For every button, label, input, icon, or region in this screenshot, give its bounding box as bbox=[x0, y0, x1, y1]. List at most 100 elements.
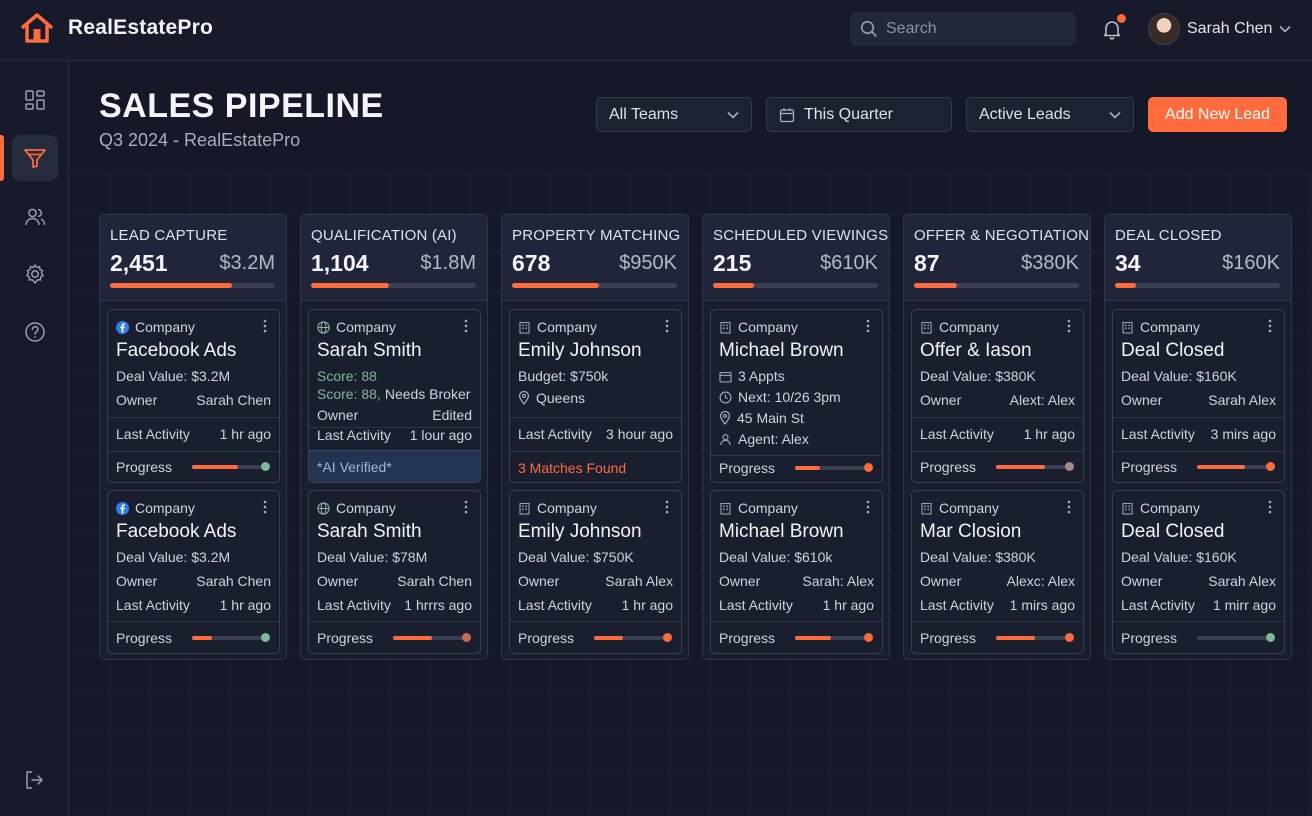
card-divider bbox=[510, 621, 681, 622]
sidebar-item-dashboard[interactable] bbox=[12, 77, 58, 123]
column-header: LEAD CAPTURE 2,451 $3.2M bbox=[100, 215, 286, 301]
more-options-icon[interactable] bbox=[661, 318, 673, 334]
progress-label: Progress bbox=[317, 630, 374, 646]
column-header: SCHEDULED VIEWINGS 215 $610K bbox=[703, 215, 889, 301]
last-activity-value: 1 hr ago bbox=[621, 597, 673, 613]
globe-icon bbox=[317, 320, 330, 334]
card-source: Company bbox=[317, 319, 396, 335]
lead-card[interactable]: Company Deal Closed Deal Value: $160K Owner… bbox=[1112, 490, 1285, 654]
search-box[interactable] bbox=[850, 12, 1076, 46]
card-source-label: Company bbox=[738, 319, 798, 335]
more-options-icon[interactable] bbox=[259, 499, 271, 515]
main-content: SALES PIPELINE Q3 2024 - RealEstatePro A… bbox=[69, 61, 1312, 816]
more-options-icon[interactable] bbox=[862, 318, 874, 334]
sidebar-item-settings[interactable] bbox=[12, 251, 58, 297]
next-viewing-row: Next: 10/26 3pm bbox=[719, 389, 874, 405]
more-options-icon[interactable] bbox=[862, 499, 874, 515]
card-source: Company bbox=[518, 319, 597, 335]
building-icon bbox=[519, 321, 530, 334]
owner-label: Owner bbox=[1121, 573, 1163, 589]
search-input[interactable] bbox=[886, 20, 1066, 38]
budget-row: Budget: $750k bbox=[518, 368, 673, 384]
pipeline-column: DEAL CLOSED 34 $160K Company Deal Closed Deal… bbox=[1104, 214, 1292, 660]
lead-card[interactable]: Company Facebook Ads Deal Value: $3.2M Owne… bbox=[107, 490, 280, 654]
progress-label: Progress bbox=[1121, 630, 1178, 646]
logout-icon[interactable] bbox=[23, 769, 45, 791]
column-progress-bar bbox=[914, 283, 1079, 288]
more-options-icon[interactable] bbox=[460, 318, 472, 334]
deal-value: Deal Value: $380K bbox=[920, 549, 1036, 565]
column-progress-bar bbox=[110, 283, 275, 288]
last-activity: Last Activity 1 mirs ago bbox=[920, 597, 1075, 613]
column-header: DEAL CLOSED 34 $160K bbox=[1105, 215, 1291, 301]
lead-name: Facebook Ads bbox=[116, 521, 237, 542]
lead-card[interactable]: Company Emily Johnson Budget: $750k Queens L… bbox=[509, 309, 682, 483]
column-title: OFFER & NEGOTIATION bbox=[914, 227, 1090, 244]
more-options-icon[interactable] bbox=[460, 499, 472, 515]
search-icon bbox=[860, 20, 877, 37]
progress-row: Progress bbox=[518, 630, 673, 646]
appointments-row: 3 Appts bbox=[719, 368, 874, 384]
column-count: 34 bbox=[1115, 250, 1141, 276]
last-activity-label: Last Activity bbox=[317, 597, 391, 613]
status-filter[interactable]: Active Leads bbox=[966, 97, 1134, 132]
card-source: Company bbox=[317, 500, 396, 516]
status-dot bbox=[261, 462, 270, 471]
card-source-label: Company bbox=[135, 319, 195, 335]
sidebar-item-pipeline[interactable] bbox=[12, 135, 58, 181]
location: Queens bbox=[536, 390, 586, 406]
lead-card[interactable]: Company Sarah Smith Score: 88 Score: 88, Nee… bbox=[308, 309, 481, 483]
sidebar-item-contacts[interactable] bbox=[12, 194, 58, 240]
owner: Owner Alext: Alex bbox=[920, 392, 1075, 408]
status-dot bbox=[1065, 462, 1074, 471]
last-activity: Last Activity 1 hr ago bbox=[116, 597, 271, 613]
lead-card[interactable]: Company Facebook Ads Deal Value: $3.2M Owne… bbox=[107, 309, 280, 483]
more-options-icon[interactable] bbox=[1264, 318, 1276, 334]
lead-card[interactable]: Company Michael Brown Deal Value: $610k Own… bbox=[710, 490, 883, 654]
lead-card[interactable]: Company Mar Closion Deal Value: $380K Owner… bbox=[911, 490, 1084, 654]
period-filter[interactable]: This Quarter bbox=[766, 97, 952, 132]
progress-bar bbox=[393, 636, 463, 640]
add-new-lead-button[interactable]: Add New Lead bbox=[1148, 97, 1287, 132]
lead-name: Emily Johnson bbox=[518, 340, 642, 361]
building-icon bbox=[720, 502, 731, 515]
deal-value: Deal Value: $610k bbox=[719, 549, 833, 565]
bell-icon[interactable] bbox=[1100, 17, 1124, 41]
owner-value: Edited bbox=[432, 407, 472, 423]
brand[interactable]: RealEstatePro bbox=[20, 12, 213, 44]
lead-card[interactable]: Company Offer & Iason Deal Value: $380K Own… bbox=[911, 309, 1084, 483]
progress-label: Progress bbox=[719, 630, 776, 646]
lead-card[interactable]: Company Michael Brown 3 Appts Next: 10/26 3… bbox=[710, 309, 883, 483]
progress-fill bbox=[795, 636, 832, 640]
card-source: Company bbox=[1121, 500, 1200, 516]
owner-label: Owner bbox=[116, 573, 158, 589]
lead-card[interactable]: Company Emily Johnson Deal Value: $750K Own… bbox=[509, 490, 682, 654]
more-options-icon[interactable] bbox=[1063, 499, 1075, 515]
last-activity-value: 3 mirs ago bbox=[1210, 426, 1276, 442]
team-filter[interactable]: All Teams bbox=[596, 97, 752, 132]
period-filter-label: This Quarter bbox=[804, 105, 893, 123]
card-divider bbox=[912, 621, 1083, 622]
status-dot bbox=[1065, 633, 1074, 642]
column-progress-fill bbox=[512, 283, 600, 288]
more-options-icon[interactable] bbox=[1063, 318, 1075, 334]
progress-label: Progress bbox=[920, 459, 977, 475]
progress-label: Progress bbox=[719, 460, 776, 476]
more-options-icon[interactable] bbox=[1264, 499, 1276, 515]
owner: Owner Sarah Alex bbox=[518, 573, 673, 589]
last-activity: Last Activity 3 hour ago bbox=[518, 426, 673, 442]
card-source-label: Company bbox=[939, 500, 999, 516]
lead-card[interactable]: Company Deal Closed Deal Value: $160K Owner… bbox=[1112, 309, 1285, 483]
user-menu[interactable]: Sarah Chen bbox=[1148, 13, 1291, 45]
column-progress-fill bbox=[311, 283, 389, 288]
more-options-icon[interactable] bbox=[661, 499, 673, 515]
progress-fill bbox=[393, 636, 432, 640]
owner-label: Owner bbox=[719, 573, 761, 589]
card-divider bbox=[309, 427, 480, 428]
lead-card[interactable]: Company Sarah Smith Deal Value: $78M Owner S… bbox=[308, 490, 481, 654]
ai-score-detail: Score: 88, bbox=[317, 386, 381, 402]
more-options-icon[interactable] bbox=[259, 318, 271, 334]
sidebar-item-help[interactable] bbox=[12, 309, 58, 355]
calendar-icon bbox=[779, 107, 795, 122]
last-activity-value: 1 hr ago bbox=[219, 426, 271, 442]
